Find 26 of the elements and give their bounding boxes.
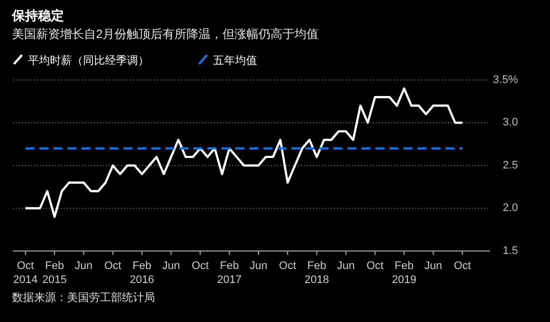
x-tick-label: Oct [454, 260, 471, 272]
x-tick-label: Jun [424, 260, 442, 272]
legend-label: 平均时薪（同比经季调） [28, 54, 149, 67]
legend-label: 五年均值 [213, 55, 257, 67]
x-tick-label: Jun [162, 260, 180, 272]
x-tick-label: Feb 2017 [217, 260, 242, 286]
y-tick-label: 3.5% [492, 74, 518, 86]
x-tick-label: Jun [250, 260, 268, 272]
y-tick-label: 2.0 [502, 202, 518, 214]
y-tick-label: 2.5 [502, 159, 518, 172]
x-tick-label: Jun [337, 260, 355, 272]
x-tick-label: Oct [366, 260, 384, 272]
chart-title: 保持稳定 [11, 8, 64, 23]
source-note: 数据来源：美国劳工部统计局 [12, 291, 155, 304]
y-tick-label: 1.5 [502, 244, 518, 257]
x-tick-label: Feb 2018 [304, 260, 329, 286]
x-tick-label: Jun [74, 260, 93, 272]
x-tick-label: Feb 2019 [392, 260, 416, 286]
chart-subtitle: 美国薪资增长自2月份触顶后有所降温，但涨幅仍高于均值 [12, 27, 319, 41]
x-tick-label: Oct 2014 [13, 260, 38, 286]
x-tick-label: Feb 2015 [42, 260, 67, 286]
x-tick-label: Oct [104, 260, 122, 272]
x-tick-label: Oct [192, 260, 209, 272]
y-tick-label: 3.0 [502, 116, 518, 129]
x-tick-label: Feb 2016 [130, 260, 154, 286]
x-tick-label: Oct [279, 260, 296, 272]
